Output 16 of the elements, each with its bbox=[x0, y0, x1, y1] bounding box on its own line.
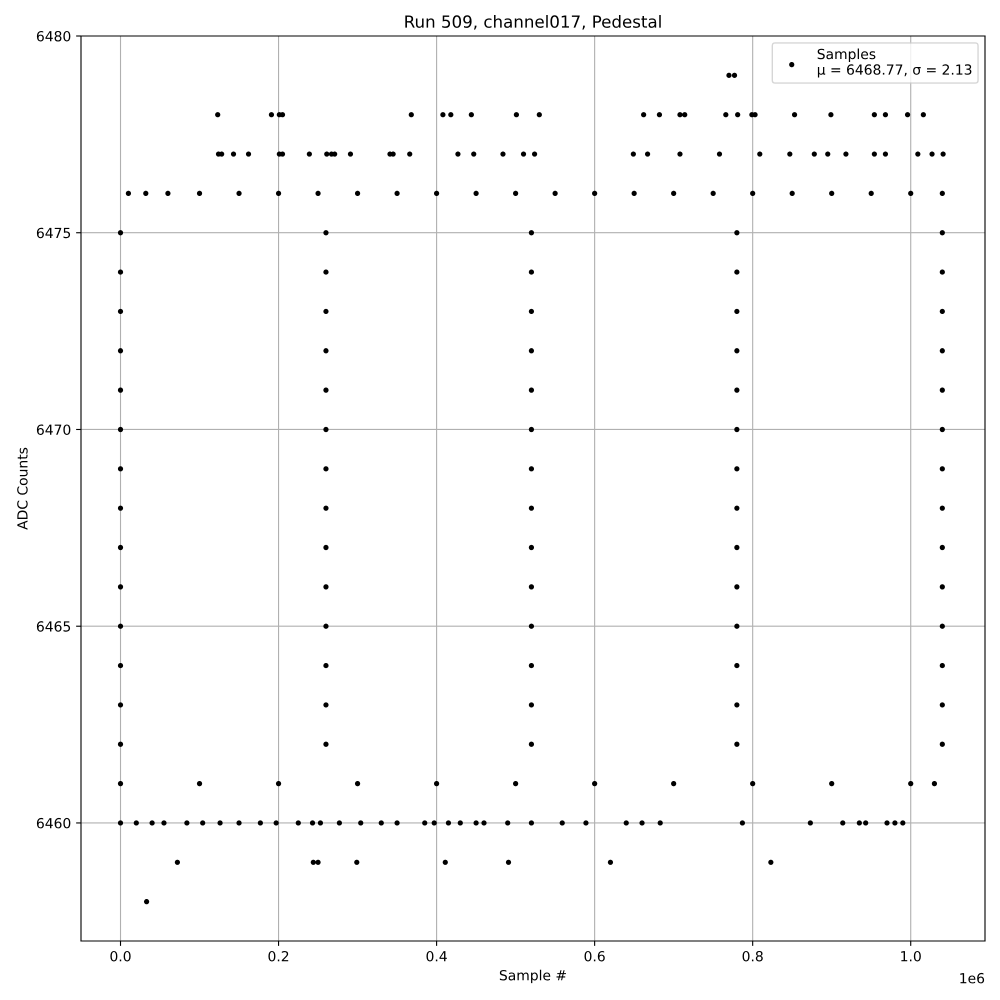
x-tick-label: 0.8 bbox=[742, 950, 763, 962]
y-tick-label: 6465 bbox=[36, 621, 70, 632]
x-tick-label: 0.0 bbox=[110, 950, 131, 962]
text: 1e6 bbox=[960, 972, 984, 984]
x-axis-title: Sample # bbox=[500, 970, 566, 984]
y-tick-label: 6470 bbox=[36, 424, 70, 435]
x-tick-label: 0.6 bbox=[584, 950, 605, 962]
x-tick-label: 0.2 bbox=[268, 950, 288, 962]
x-tick-label: 1.0 bbox=[901, 950, 921, 962]
y-tick-label: 6480 bbox=[36, 30, 70, 42]
y-tick-label: 6475 bbox=[36, 228, 70, 238]
y-axis-title: ADC Counts bbox=[17, 448, 28, 530]
chart-title: Run 509, channel017, Pedestal bbox=[405, 15, 661, 30]
y-tick-label: 6460 bbox=[36, 818, 70, 828]
legend-label: Samples μ = 6468.77, σ = 2.13 bbox=[818, 48, 972, 78]
x-tick-label: 0.4 bbox=[426, 950, 447, 962]
